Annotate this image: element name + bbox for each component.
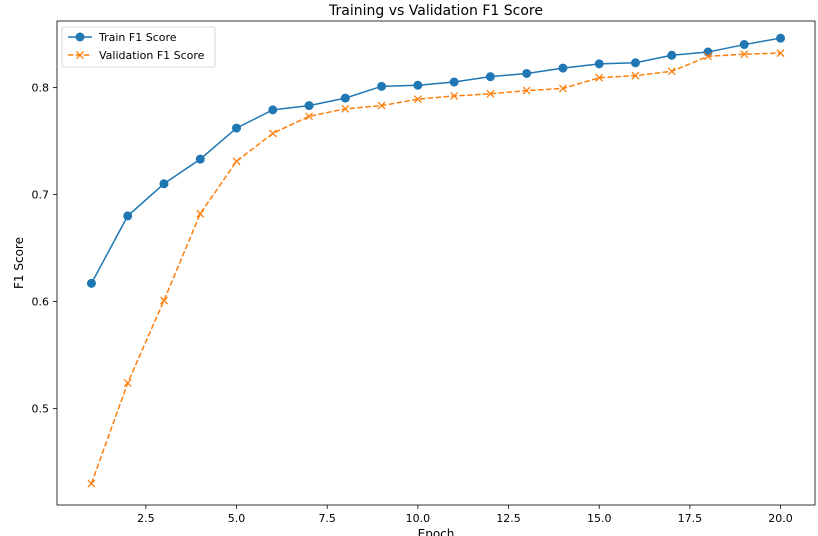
data-point: [522, 86, 531, 95]
data-point: [86, 278, 96, 288]
legend-marker: [76, 51, 84, 59]
data-point: [776, 33, 786, 43]
legend-entry: Train F1 Score: [68, 31, 177, 44]
y-axis-label: F1 Score: [12, 237, 26, 289]
y-tick-label: 0.8: [32, 81, 50, 94]
data-point: [594, 59, 604, 69]
series-line: [90, 52, 781, 484]
y-tick-label: 0.7: [32, 188, 50, 201]
series-layer: [86, 33, 786, 488]
data-point: [522, 68, 532, 78]
x-tick-label: 20.0: [768, 512, 793, 525]
data-point: [340, 93, 350, 103]
data-point: [413, 95, 422, 104]
data-point: [160, 296, 168, 305]
x-tick-label: 7.5: [318, 512, 336, 525]
data-point: [776, 49, 785, 58]
data-point: [413, 80, 423, 90]
x-tick-label: 17.5: [678, 512, 703, 525]
data-point: [558, 63, 568, 73]
legend-entry: Validation F1 Score: [68, 49, 205, 62]
data-point: [268, 129, 277, 138]
data-point: [485, 72, 495, 82]
legend-label: Train F1 Score: [98, 31, 177, 44]
data-point: [123, 211, 133, 221]
x-axis: 2.5 5.0 7.5 10.0 12.5 15.0 17.5 20.0: [137, 505, 793, 525]
x-tick-label: 5.0: [228, 512, 246, 525]
data-point: [667, 67, 676, 76]
legend-label: Validation F1 Score: [99, 49, 205, 62]
data-point: [740, 50, 749, 59]
data-point: [595, 73, 604, 82]
series-validation: [87, 49, 785, 488]
data-point: [450, 91, 459, 100]
data-point: [305, 112, 314, 121]
data-point: [630, 58, 640, 68]
data-point: [631, 71, 640, 80]
x-axis-label: Epoch: [418, 527, 455, 536]
x-tick-label: 15.0: [587, 512, 612, 525]
data-point: [341, 104, 350, 113]
data-point: [195, 154, 205, 164]
data-point: [196, 209, 205, 218]
data-point: [703, 47, 713, 57]
legend-marker: [75, 32, 85, 42]
data-point: [232, 157, 241, 166]
y-tick-label: 0.6: [32, 296, 50, 309]
data-point: [377, 101, 386, 110]
data-point: [159, 179, 169, 189]
data-point: [377, 81, 387, 91]
legend: Train F1 Score Validation F1 Score: [61, 26, 216, 68]
x-tick-label: 10.0: [406, 512, 431, 525]
data-point: [558, 84, 567, 93]
data-point: [123, 378, 132, 387]
x-tick-label: 2.5: [137, 512, 155, 525]
data-point: [667, 50, 677, 60]
data-point: [268, 105, 278, 115]
y-axis: 0.5 0.6 0.7 0.8: [32, 81, 57, 416]
chart-title: Training vs Validation F1 Score: [328, 3, 543, 19]
series-train: [86, 33, 786, 288]
data-point: [486, 89, 495, 98]
y-tick-label: 0.5: [32, 403, 50, 416]
data-point: [704, 52, 712, 61]
data-point: [87, 479, 96, 488]
data-point: [232, 123, 242, 133]
legend-box: [61, 26, 216, 68]
x-tick-label: 12.5: [496, 512, 521, 525]
data-point: [739, 40, 749, 50]
data-point: [449, 77, 459, 87]
data-point: [304, 101, 314, 111]
series-line: [90, 37, 781, 284]
plot-frame: [56, 20, 816, 506]
